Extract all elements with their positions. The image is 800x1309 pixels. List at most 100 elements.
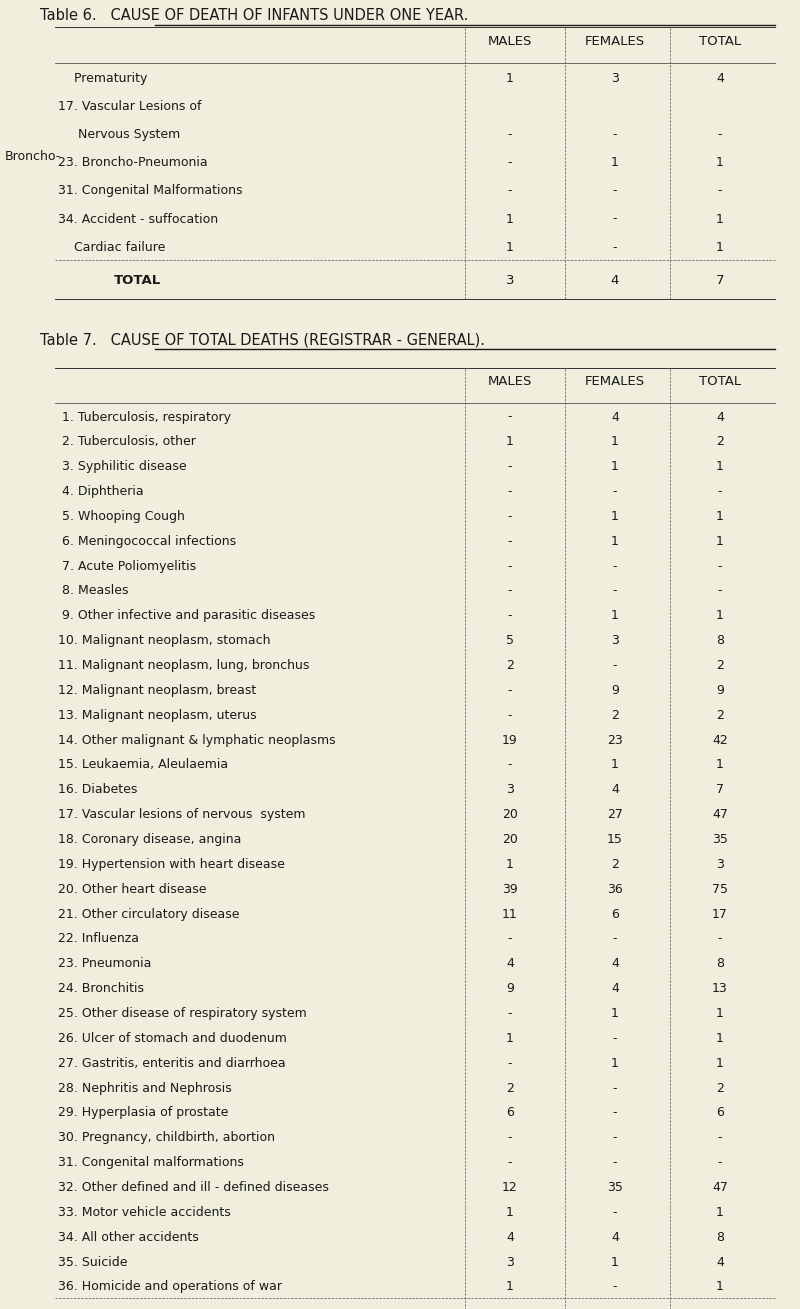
Text: 2: 2: [716, 436, 724, 449]
Text: 4: 4: [611, 1230, 619, 1244]
Text: -: -: [613, 128, 618, 141]
Text: 4: 4: [611, 411, 619, 424]
Text: 36. Homicide and operations of war: 36. Homicide and operations of war: [58, 1280, 282, 1293]
Text: Broncho-: Broncho-: [5, 151, 62, 164]
Text: -: -: [508, 585, 512, 597]
Text: 20: 20: [502, 808, 518, 821]
Text: -: -: [613, 658, 618, 672]
Text: 17. Vascular Lesions of: 17. Vascular Lesions of: [58, 99, 202, 113]
Text: 6: 6: [611, 907, 619, 920]
Text: 1: 1: [716, 1031, 724, 1045]
Text: 34. Accident - suffocation: 34. Accident - suffocation: [58, 212, 218, 225]
Text: -: -: [508, 610, 512, 622]
Text: 47: 47: [712, 808, 728, 821]
Text: -: -: [613, 1031, 618, 1045]
Text: 9. Other infective and parasitic diseases: 9. Other infective and parasitic disease…: [58, 610, 315, 622]
Text: 5: 5: [506, 634, 514, 647]
Text: 1: 1: [716, 241, 724, 254]
Text: 12. Malignant neoplasm, breast: 12. Malignant neoplasm, breast: [58, 683, 256, 696]
Text: -: -: [508, 708, 512, 721]
Text: 9: 9: [716, 683, 724, 696]
Text: 1: 1: [506, 857, 514, 870]
Text: -: -: [718, 585, 722, 597]
Text: 1: 1: [611, 1255, 619, 1268]
Text: 15: 15: [607, 833, 623, 846]
Text: 8: 8: [716, 957, 724, 970]
Text: 6: 6: [506, 1106, 514, 1119]
Text: 9: 9: [611, 683, 619, 696]
Text: 1: 1: [611, 610, 619, 622]
Text: -: -: [613, 1081, 618, 1094]
Text: 26. Ulcer of stomach and duodenum: 26. Ulcer of stomach and duodenum: [58, 1031, 287, 1045]
Text: 2: 2: [716, 658, 724, 672]
Text: 27. Gastritis, enteritis and diarrhoea: 27. Gastritis, enteritis and diarrhoea: [58, 1056, 286, 1069]
Text: 35: 35: [607, 1181, 623, 1194]
Text: 1: 1: [716, 461, 724, 474]
Text: 4: 4: [716, 1255, 724, 1268]
Text: 47: 47: [712, 1181, 728, 1194]
Text: 3: 3: [506, 274, 514, 287]
Text: 1: 1: [716, 610, 724, 622]
Text: 4: 4: [611, 783, 619, 796]
Text: 36: 36: [607, 882, 623, 895]
Text: 4: 4: [716, 411, 724, 424]
Text: 1: 1: [716, 535, 724, 547]
Text: -: -: [508, 1156, 512, 1169]
Text: 34. All other accidents: 34. All other accidents: [58, 1230, 198, 1244]
Text: 17. Vascular lesions of nervous  system: 17. Vascular lesions of nervous system: [58, 808, 306, 821]
Text: -: -: [508, 486, 512, 497]
Text: 11: 11: [502, 907, 518, 920]
Text: 17: 17: [712, 907, 728, 920]
Text: 19. Hypertension with heart disease: 19. Hypertension with heart disease: [58, 857, 285, 870]
Text: 3: 3: [506, 1255, 514, 1268]
Text: 3. Syphilitic disease: 3. Syphilitic disease: [58, 461, 186, 474]
Text: -: -: [613, 1156, 618, 1169]
Text: 13: 13: [712, 982, 728, 995]
Text: 3: 3: [716, 857, 724, 870]
Text: -: -: [508, 1007, 512, 1020]
Text: 23: 23: [607, 733, 623, 746]
Text: -: -: [718, 1156, 722, 1169]
Text: 20: 20: [502, 833, 518, 846]
Text: 1: 1: [611, 758, 619, 771]
Text: 1: 1: [716, 511, 724, 522]
Text: 1: 1: [506, 1280, 514, 1293]
Text: -: -: [613, 1131, 618, 1144]
Text: -: -: [508, 411, 512, 424]
Text: 21. Other circulatory disease: 21. Other circulatory disease: [58, 907, 239, 920]
Text: 29. Hyperplasia of prostate: 29. Hyperplasia of prostate: [58, 1106, 228, 1119]
Text: Prematurity: Prematurity: [58, 72, 147, 85]
Text: -: -: [613, 241, 618, 254]
Text: 2: 2: [611, 708, 619, 721]
Text: -: -: [508, 128, 512, 141]
Text: -: -: [508, 932, 512, 945]
Text: Nervous System: Nervous System: [58, 128, 180, 141]
Text: 1: 1: [716, 1007, 724, 1020]
Text: 3: 3: [611, 634, 619, 647]
Text: 13. Malignant neoplasm, uterus: 13. Malignant neoplasm, uterus: [58, 708, 257, 721]
Text: 9: 9: [506, 982, 514, 995]
Text: -: -: [508, 1056, 512, 1069]
Text: 1: 1: [611, 511, 619, 522]
Text: 16. Diabetes: 16. Diabetes: [58, 783, 138, 796]
Text: 4: 4: [611, 982, 619, 995]
Text: 1: 1: [716, 212, 724, 225]
Text: 1: 1: [506, 212, 514, 225]
Text: -: -: [718, 560, 722, 572]
Text: 3: 3: [506, 783, 514, 796]
Text: -: -: [718, 185, 722, 198]
Text: 1: 1: [611, 461, 619, 474]
Text: 7: 7: [716, 783, 724, 796]
Text: 4: 4: [611, 274, 619, 287]
Text: -: -: [508, 156, 512, 169]
Text: 23. Pneumonia: 23. Pneumonia: [58, 957, 151, 970]
Text: 19: 19: [502, 733, 518, 746]
Text: TOTAL: TOTAL: [114, 274, 162, 287]
Text: 1: 1: [716, 1056, 724, 1069]
Text: 30. Pregnancy, childbirth, abortion: 30. Pregnancy, childbirth, abortion: [58, 1131, 275, 1144]
Text: 11. Malignant neoplasm, lung, bronchus: 11. Malignant neoplasm, lung, bronchus: [58, 658, 310, 672]
Text: 33. Motor vehicle accidents: 33. Motor vehicle accidents: [58, 1206, 230, 1219]
Text: 1: 1: [716, 1206, 724, 1219]
Text: -: -: [718, 128, 722, 141]
Text: 35: 35: [712, 833, 728, 846]
